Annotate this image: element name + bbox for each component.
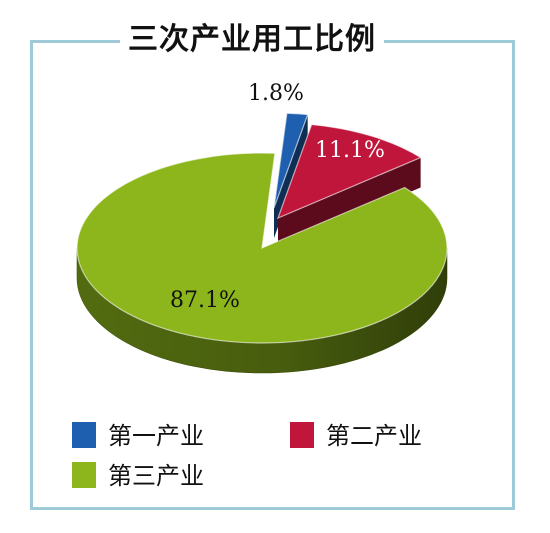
- pie-slice-3: [76, 152, 448, 344]
- pie-slice-2: [276, 123, 422, 220]
- pie-slices: [76, 112, 448, 344]
- slice-value-label-2: 11.1%: [315, 138, 385, 163]
- pie-data-labels: 1.8% 11.1% 87.1%: [170, 81, 385, 313]
- legend-swatch-3: [72, 462, 96, 488]
- slice-value-label-3: 87.1%: [170, 288, 240, 313]
- legend-label-1: 第一产业: [108, 422, 204, 450]
- pie-slice-1: [273, 112, 309, 209]
- legend-swatch-1: [72, 422, 96, 448]
- slice-cut-face-2-2: [278, 157, 421, 248]
- legend-label-3: 第三产业: [108, 462, 204, 490]
- chart-title: 三次产业用工比例: [120, 18, 384, 62]
- legend-label-2: 第二产业: [326, 422, 422, 450]
- legend-swatch-2: [290, 422, 314, 448]
- slice-value-label-1: 1.8%: [248, 81, 304, 106]
- slice-wall-shade-3: [77, 248, 447, 373]
